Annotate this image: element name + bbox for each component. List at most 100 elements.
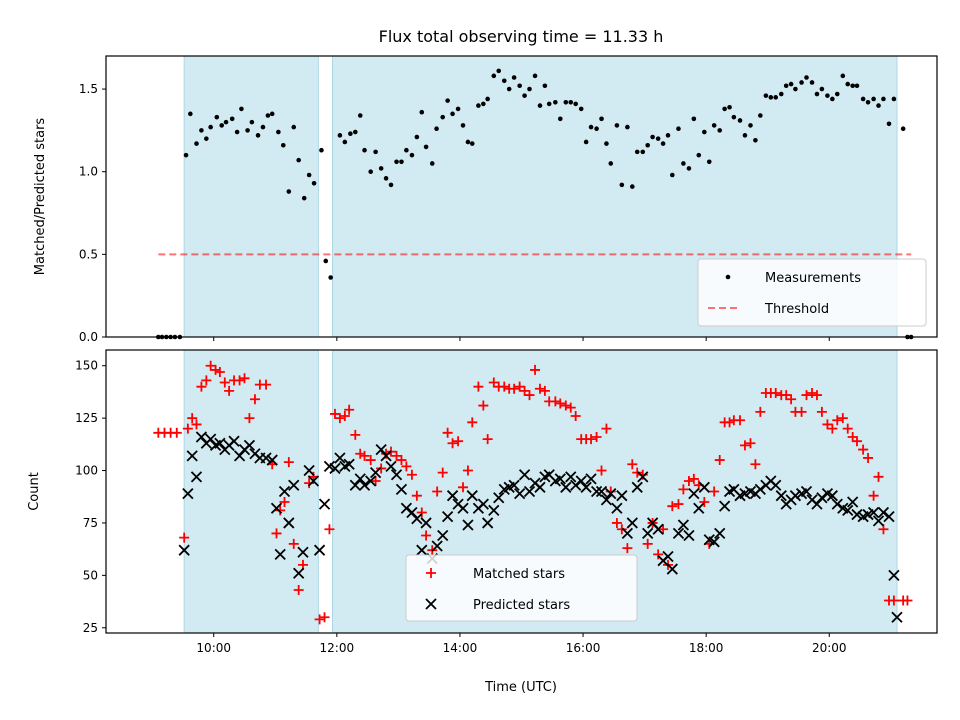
- matched-star-point: [786, 394, 797, 405]
- matched-star-point: [611, 517, 622, 528]
- predicted-star-point: [493, 492, 505, 504]
- measurement-point: [306, 172, 312, 178]
- measurement-point: [814, 91, 820, 97]
- predicted-star-point: [214, 437, 226, 449]
- measurement-point: [291, 124, 297, 130]
- matched-star-point: [667, 501, 678, 512]
- matched-star-point: [842, 423, 853, 434]
- predicted-star-point: [867, 506, 880, 519]
- predicted-star-point: [329, 462, 341, 475]
- predicted-star-point: [565, 471, 577, 483]
- measurement-point: [706, 159, 712, 165]
- measurement-point: [388, 182, 394, 188]
- measurement-point: [553, 99, 558, 105]
- measurement-point: [434, 126, 439, 132]
- matched-star-point: [570, 411, 581, 422]
- predicted-star-point: [313, 544, 326, 556]
- measurement-point: [886, 121, 892, 127]
- predicted-star-point: [266, 454, 278, 466]
- measurement-point: [204, 136, 209, 141]
- measurement-point: [711, 123, 717, 128]
- matched-star-point: [219, 377, 230, 388]
- x-tick-label: 10:00: [196, 641, 231, 655]
- measurement-point: [265, 113, 271, 118]
- measurement-point: [527, 86, 532, 92]
- measurement-point: [269, 111, 275, 117]
- measurement-point: [865, 99, 871, 105]
- matched-star-point: [888, 595, 899, 606]
- legend-label: Threshold: [764, 302, 829, 317]
- y-tick-label: 1.5: [79, 82, 98, 96]
- predicted-star-point: [770, 479, 782, 491]
- measurement-point: [414, 134, 420, 140]
- matched-star-point: [214, 367, 225, 378]
- measurement-point: [445, 98, 450, 103]
- matched-star-point: [565, 402, 576, 413]
- predicted-star-point: [754, 483, 766, 496]
- matched-star-point: [509, 383, 520, 394]
- predicted-star-point: [411, 513, 423, 525]
- predicted-star-point: [605, 487, 617, 500]
- predicted-star-point: [590, 485, 603, 498]
- matched-star-point: [827, 423, 838, 434]
- measurement-point: [319, 147, 324, 153]
- predicted-star-point: [714, 527, 726, 540]
- predicted-star-point: [672, 527, 685, 540]
- predicted-star-point: [800, 485, 813, 498]
- matched-star-point: [796, 406, 807, 417]
- matched-star-point: [837, 413, 848, 424]
- measurement-point: [301, 195, 307, 201]
- predicted-star-point: [186, 450, 198, 462]
- predicted-star-point: [441, 511, 454, 523]
- predicted-star-point: [406, 506, 418, 519]
- measurement-point: [383, 176, 389, 181]
- measurement-point: [778, 91, 784, 97]
- measurement-point: [214, 114, 220, 120]
- measurement-point: [260, 124, 266, 130]
- predicted-star-point: [318, 498, 331, 510]
- predicted-star-point: [307, 475, 320, 487]
- measurement-point: [799, 80, 804, 85]
- measurement-point: [783, 83, 789, 89]
- predicted-star-point: [274, 548, 286, 561]
- measurement-point: [614, 123, 620, 128]
- matched-star-point: [868, 490, 879, 501]
- predicted-star-point: [642, 527, 654, 540]
- predicted-star-point: [626, 517, 638, 529]
- matched-star-point: [530, 364, 541, 375]
- measurement-point: [249, 119, 255, 125]
- predicted-star-point: [831, 498, 843, 510]
- y-tick-label: 1.0: [79, 165, 98, 179]
- measurement-point: [311, 180, 317, 186]
- matched-star-point: [201, 375, 212, 386]
- measurement-point: [691, 116, 697, 122]
- matched-star-point: [478, 400, 489, 411]
- measurement-point: [465, 139, 471, 145]
- matched-star-point: [653, 549, 664, 560]
- predicted-star-point: [883, 511, 895, 523]
- x-tick-label: 20:00: [812, 641, 847, 655]
- axes-frame: [105, 55, 938, 338]
- measurement-point: [194, 141, 199, 146]
- matched-star-point: [539, 385, 550, 396]
- measurement-point: [481, 101, 486, 107]
- matched-star-point: [591, 431, 602, 442]
- predicted-star-point: [580, 481, 592, 493]
- measurement-point: [722, 106, 727, 112]
- predicted-star-point: [446, 490, 459, 502]
- predicted-star-point: [775, 490, 787, 502]
- measurement-point: [773, 95, 779, 100]
- predicted-star-point: [416, 544, 428, 556]
- measurement-point: [394, 159, 399, 165]
- predicted-star-point: [380, 450, 392, 462]
- measurement-point: [825, 93, 830, 98]
- matched-star-point: [355, 448, 366, 459]
- matched-star-point: [249, 394, 260, 405]
- measurement-point: [357, 113, 363, 118]
- matched-star-point: [586, 434, 597, 445]
- matched-star-point: [319, 612, 330, 623]
- predicted-star-point: [595, 485, 608, 498]
- predicted-star-point: [789, 490, 802, 502]
- measurement-point: [891, 96, 897, 102]
- predicted-star-point: [437, 529, 449, 542]
